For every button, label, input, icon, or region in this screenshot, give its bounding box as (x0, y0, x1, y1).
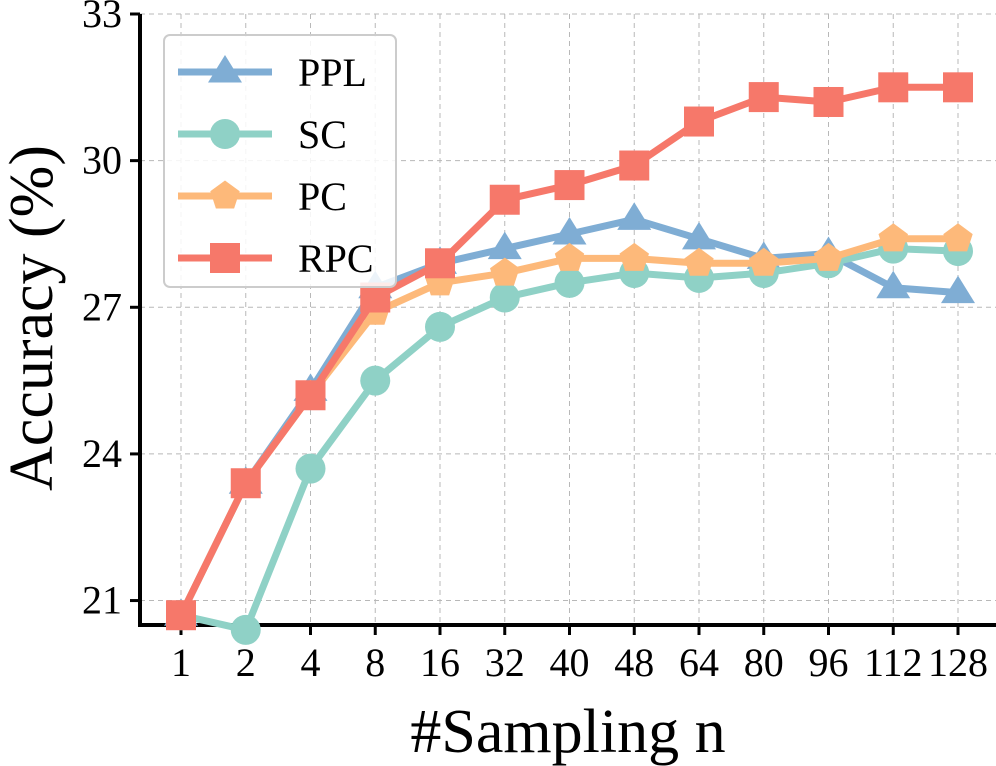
data-point-sc (425, 311, 455, 342)
y-tick-label: 24 (82, 431, 122, 476)
y-axis-title: Accuracy (%) (0, 145, 66, 491)
legend-entry-sc: SC (178, 112, 347, 157)
legend-label-sc: SC (298, 112, 347, 157)
data-point-ppl (876, 270, 911, 299)
legend-entry-rpc: RPC (178, 236, 374, 281)
legend-label-ppl: PPL (298, 50, 367, 95)
x-tick-label: 32 (485, 640, 525, 685)
x-tick-label: 96 (809, 640, 849, 685)
data-point-pc (490, 257, 520, 286)
legend-marker-rpc (210, 243, 240, 273)
legend-marker-sc (210, 119, 240, 149)
data-point-rpc (425, 248, 455, 279)
x-tick-label: 112 (864, 640, 923, 685)
data-point-rpc (489, 184, 520, 215)
x-tick-label: 80 (744, 640, 784, 685)
data-point-sc (360, 365, 391, 396)
y-tick-label: 27 (82, 284, 122, 329)
x-tick-label: 1 (171, 640, 191, 685)
axes (138, 14, 996, 627)
data-point-rpc (554, 170, 585, 201)
data-point-sc (230, 614, 261, 645)
data-point-ppl (552, 216, 587, 245)
legend-marker-pc (210, 180, 240, 209)
x-tick-label: 16 (420, 640, 460, 685)
x-tick-label: 4 (301, 640, 321, 685)
x-axis-title: #Sampling n (410, 698, 725, 766)
series-rpc (166, 72, 973, 631)
legend-label-rpc: RPC (298, 236, 374, 281)
legend-entry-ppl: PPL (178, 50, 367, 95)
legend-entry-pc: PC (178, 174, 347, 219)
y-tick-label: 21 (82, 578, 122, 623)
data-point-rpc (684, 106, 714, 137)
data-point-rpc (619, 150, 650, 181)
data-point-sc (295, 453, 326, 484)
y-tick-label: 33 (82, 0, 122, 36)
legend-frame (163, 34, 397, 288)
legend-marker-ppl (208, 55, 242, 83)
data-point-ppl (487, 231, 522, 260)
x-tick-label: 2 (236, 640, 256, 685)
x-tick-label: 8 (365, 640, 385, 685)
data-point-pc (554, 242, 585, 271)
x-tick-label: 48 (614, 640, 654, 685)
data-point-pc (749, 247, 779, 276)
series-lines (164, 72, 975, 645)
data-point-ppl (941, 275, 975, 304)
data-point-rpc (878, 72, 909, 103)
data-point-pc (878, 223, 908, 252)
data-point-pc (813, 242, 844, 271)
data-point-rpc (166, 600, 196, 631)
y-tick-label: 30 (82, 138, 122, 183)
data-point-rpc (943, 72, 973, 103)
x-tick-label: 40 (550, 640, 590, 685)
data-point-rpc (813, 86, 844, 117)
data-point-rpc (230, 468, 261, 499)
legend: PPL SC PC RPC (163, 34, 397, 288)
data-point-pc (943, 223, 973, 252)
data-point-ppl (682, 221, 716, 250)
data-point-rpc (295, 380, 326, 411)
data-point-pc (684, 247, 714, 276)
data-point-sc (554, 267, 585, 298)
data-point-rpc (748, 82, 779, 113)
data-point-pc (619, 242, 649, 271)
x-tick-label: 64 (679, 640, 719, 685)
data-point-ppl (617, 202, 652, 230)
x-tick-label: 128 (928, 640, 988, 685)
legend-label-pc: PC (298, 174, 347, 219)
data-point-sc (489, 282, 520, 313)
